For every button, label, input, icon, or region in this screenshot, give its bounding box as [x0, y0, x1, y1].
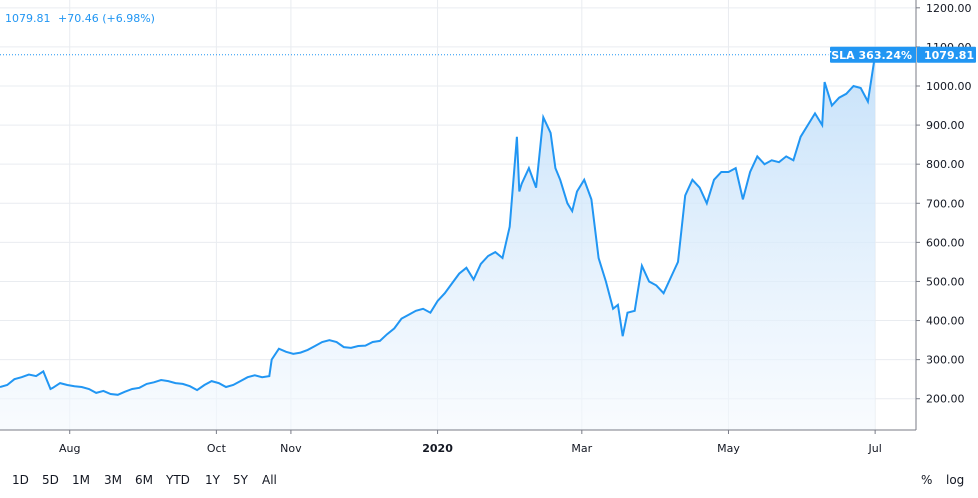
- x-tick-label: Aug: [59, 442, 80, 455]
- range-button-1d[interactable]: 1D: [12, 473, 29, 487]
- x-tick-label: Jul: [867, 442, 881, 455]
- x-tick-label: May: [717, 442, 740, 455]
- range-button-all[interactable]: All: [262, 473, 277, 487]
- x-tick-label: Oct: [207, 442, 227, 455]
- y-tick-label: 1200.00: [926, 2, 972, 15]
- x-tick-label: Mar: [571, 442, 592, 455]
- range-button-1m[interactable]: 1M: [72, 473, 90, 487]
- header-change: +70.46 (+6.98%): [58, 12, 155, 25]
- y-tick-label: 500.00: [926, 275, 965, 288]
- x-tick-label: 2020: [422, 442, 453, 455]
- range-button-1y[interactable]: 1Y: [205, 473, 220, 487]
- log-scale-toggle[interactable]: log: [946, 473, 965, 487]
- symbol-percent-badge-label: TSLA 363.24%: [824, 49, 912, 62]
- range-selector: 1D 5D 1M 3M 6M YTD 1Y 5Y All% log: [0, 470, 978, 492]
- percent-scale-toggle[interactable]: %: [921, 473, 933, 487]
- symbol-percent-badge: [830, 46, 916, 63]
- range-button-6m[interactable]: 6M: [135, 473, 153, 487]
- y-tick-label: 800.00: [926, 158, 965, 171]
- price-area-fill: [0, 54, 876, 431]
- price-chart[interactable]: 200.00 300.00 400.00 500.00 600.00 700.00 800.…: [0, 0, 978, 470]
- range-button-ytd[interactable]: YTD: [166, 473, 190, 487]
- price-line: [0, 54, 877, 396]
- price-badge: [917, 46, 976, 63]
- price-badge-label: 1079.81: [924, 49, 974, 62]
- y-tick-label: 700.00: [926, 197, 965, 210]
- header-price: 1079.81: [5, 12, 51, 25]
- time-axis[interactable]: Aug Oct Nov 2020 Mar May Jul: [0, 429, 916, 455]
- range-button-3m[interactable]: 3M: [104, 473, 122, 487]
- y-tick-label: 300.00: [926, 354, 965, 367]
- range-button-5y[interactable]: 5Y: [233, 473, 248, 487]
- price-axis[interactable]: 200.00 300.00 400.00 500.00 600.00 700.00 800.…: [915, 0, 972, 430]
- y-tick-label: 1000.00: [926, 80, 972, 93]
- y-tick-label: 600.00: [926, 236, 965, 249]
- x-tick-label: Nov: [280, 442, 302, 455]
- range-button-5d[interactable]: 5D: [42, 473, 59, 487]
- y-tick-label: 400.00: [926, 315, 965, 328]
- y-tick-label: 200.00: [926, 393, 965, 406]
- last-price-badges: TSLA 363.24% 1079.81: [824, 46, 976, 63]
- y-tick-label: 900.00: [926, 119, 965, 132]
